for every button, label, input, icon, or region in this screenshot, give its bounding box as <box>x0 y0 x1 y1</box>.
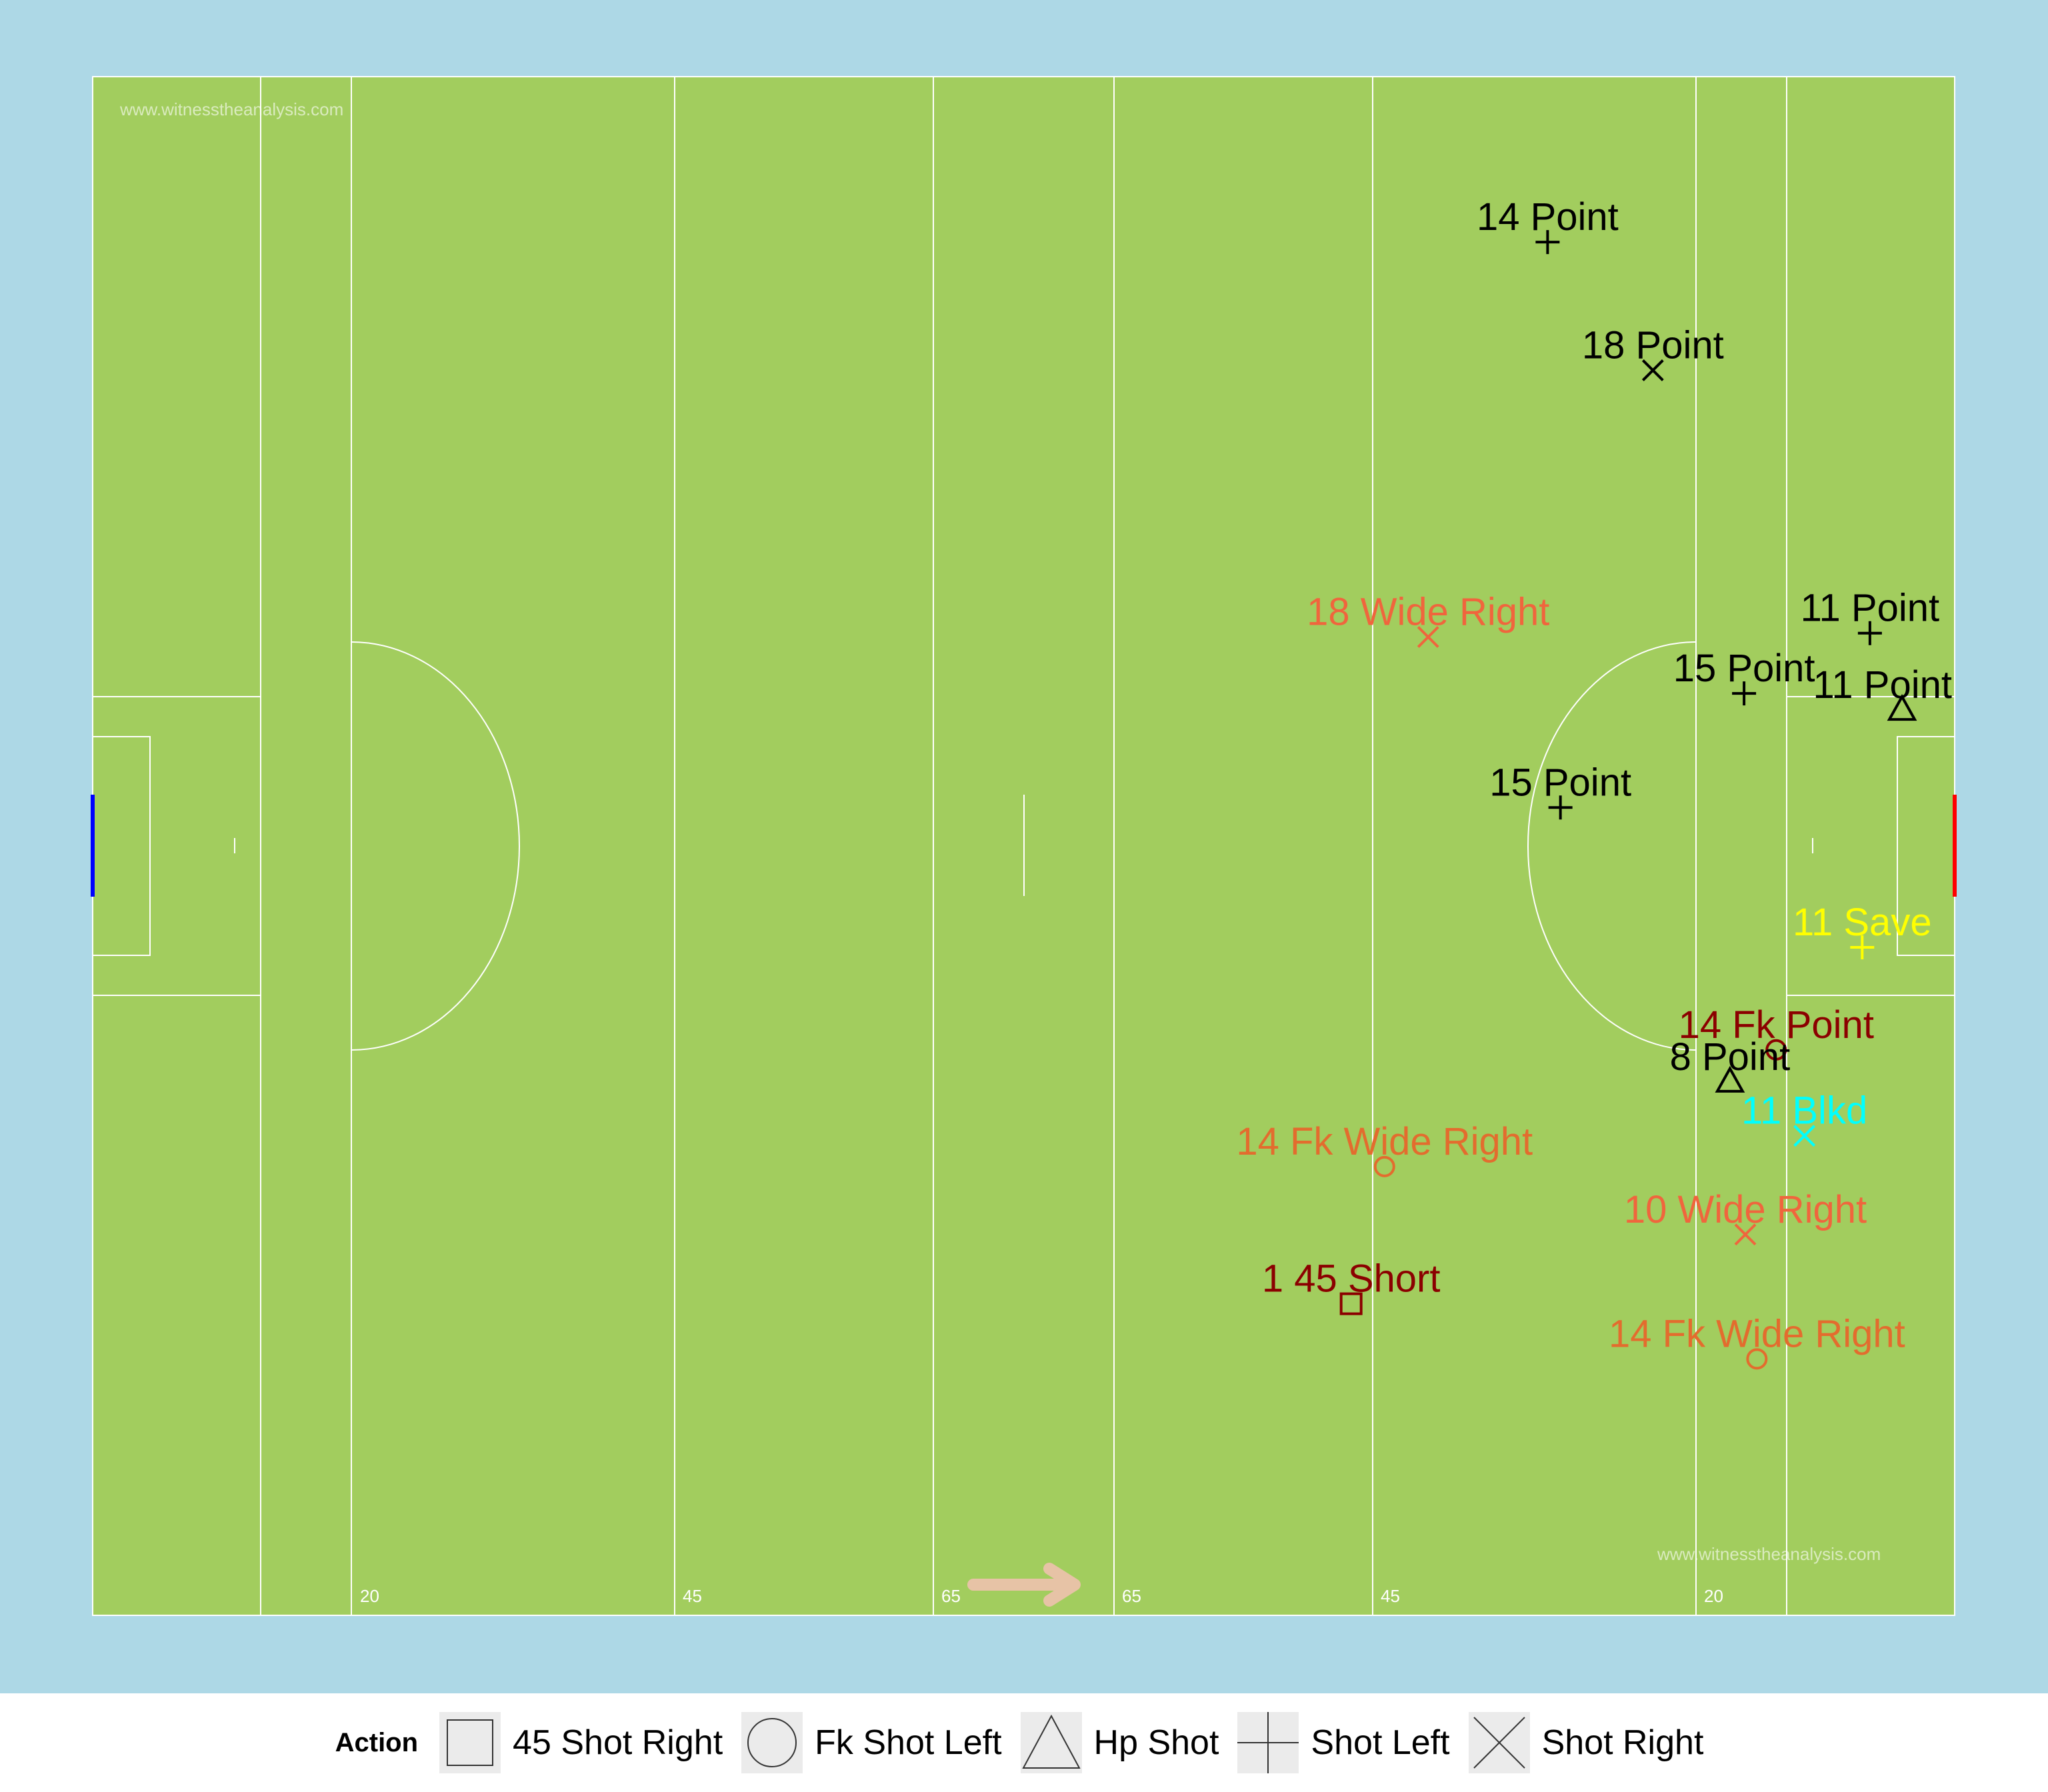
shot-label: 1 45 Short <box>1262 1257 1441 1301</box>
plus-marker <box>1732 681 1757 706</box>
shot-label: 11 Blkd <box>1741 1089 1867 1133</box>
shot-label: 11 Point <box>1813 663 1952 707</box>
shot-point: 18 Wide Right <box>1307 590 1549 648</box>
shot-point: 11 Point <box>1813 663 1952 721</box>
circle-marker <box>1746 1348 1768 1370</box>
shot-point: 8 Point <box>1670 1035 1791 1093</box>
cross-marker <box>1641 359 1664 381</box>
shot-label: 18 Point <box>1582 323 1724 367</box>
plus-marker <box>1857 621 1882 645</box>
plus-icon <box>1237 1712 1299 1773</box>
legend-item-shot-left: Shot Left <box>1237 1712 1450 1773</box>
square-icon <box>439 1712 501 1773</box>
shot-point: 10 Wide Right <box>1624 1188 1867 1246</box>
legend-item-45-shot-right: 45 Shot Right <box>439 1712 723 1773</box>
legend: Action 45 Shot Right Fk Shot Left Hp Sho… <box>0 1693 2048 1792</box>
distance-label: 45 <box>683 1586 702 1606</box>
shot-label: 14 Fk Point <box>1679 1003 1874 1047</box>
shot-label: 15 Point <box>1673 647 1815 690</box>
watermark-top: www.witnesstheanalysis.com <box>119 99 343 119</box>
plus-marker <box>1850 935 1875 959</box>
circle-marker <box>1373 1155 1395 1177</box>
square-marker <box>1339 1292 1363 1315</box>
shot-label: 18 Wide Right <box>1307 590 1549 633</box>
triangle-marker <box>1715 1065 1745 1093</box>
legend-item-fk-shot-left: Fk Shot Left <box>741 1712 1002 1773</box>
direction-arrow <box>967 1563 1081 1607</box>
distance-label: 65 <box>1122 1586 1141 1606</box>
distance-label: 45 <box>1381 1586 1400 1606</box>
distance-label: 20 <box>1704 1586 1723 1606</box>
plus-marker <box>1548 795 1573 820</box>
shot-point: 14 Fk Wide Right <box>1236 1120 1533 1177</box>
chart-area: www.witnesstheanalysis.com www.witnessth… <box>0 0 2048 1693</box>
legend-label: Shot Right <box>1541 1723 1704 1762</box>
shot-label: 8 Point <box>1670 1035 1791 1079</box>
shot-point: 18 Point <box>1582 323 1724 381</box>
shot-label: 14 Fk Wide Right <box>1236 1120 1533 1163</box>
shot-point: 14 Fk Wide Right <box>1609 1312 1905 1370</box>
legend-label: Fk Shot Left <box>815 1723 1002 1762</box>
shot-label: 11 Point <box>1801 587 1940 630</box>
shot-point: 11 Blkd <box>1741 1089 1867 1147</box>
shot-point: 14 Fk Point <box>1679 1003 1874 1061</box>
cross-marker <box>1417 626 1439 648</box>
shot-point: 15 Point <box>1673 647 1815 706</box>
legend-label: 45 Shot Right <box>513 1723 723 1762</box>
circle-marker <box>1765 1039 1787 1061</box>
shot-point: 15 Point <box>1489 761 1631 820</box>
legend-label: Hp Shot <box>1093 1723 1219 1762</box>
distance-label: 65 <box>941 1586 961 1606</box>
pitch-svg: www.witnesstheanalysis.com www.witnessth… <box>0 0 2048 1693</box>
arc-left <box>351 641 520 1051</box>
shot-label: 11 Save <box>1793 901 1932 944</box>
legend-label: Shot Left <box>1311 1723 1450 1762</box>
circle-icon <box>741 1712 803 1773</box>
pitch-lines <box>92 77 1955 1615</box>
shot-label: 14 Fk Wide Right <box>1609 1312 1905 1355</box>
plus-marker <box>1535 230 1560 255</box>
distance-labels: 20 45 65 65 45 20 <box>360 1586 1723 1606</box>
arc-right <box>1527 641 1697 1051</box>
shot-point: 14 Point <box>1477 195 1619 255</box>
triangle-marker <box>1887 694 1917 721</box>
direction-arrow-head <box>1043 1563 1081 1607</box>
shot-point: 11 Point <box>1801 587 1940 645</box>
shot-label: 15 Point <box>1489 761 1631 804</box>
shot-label: 10 Wide Right <box>1624 1188 1867 1231</box>
cross-marker <box>1734 1223 1757 1246</box>
shot-label: 14 Point <box>1477 195 1619 239</box>
shot-point: 11 Save <box>1793 901 1932 959</box>
legend-row: Action 45 Shot Right Fk Shot Left Hp Sho… <box>0 1693 2048 1792</box>
legend-item-hp-shot: Hp Shot <box>1020 1712 1219 1773</box>
legend-item-shot-right: Shot Right <box>1468 1712 1704 1773</box>
watermark-bottom: www.witnesstheanalysis.com <box>1657 1544 1881 1564</box>
cross-icon <box>1468 1712 1530 1773</box>
legend-title: Action <box>335 1727 419 1757</box>
shot-point: 1 45 Short <box>1262 1257 1441 1315</box>
triangle-icon <box>1020 1712 1082 1773</box>
cross-marker <box>1793 1125 1816 1147</box>
distance-label: 20 <box>360 1586 379 1606</box>
